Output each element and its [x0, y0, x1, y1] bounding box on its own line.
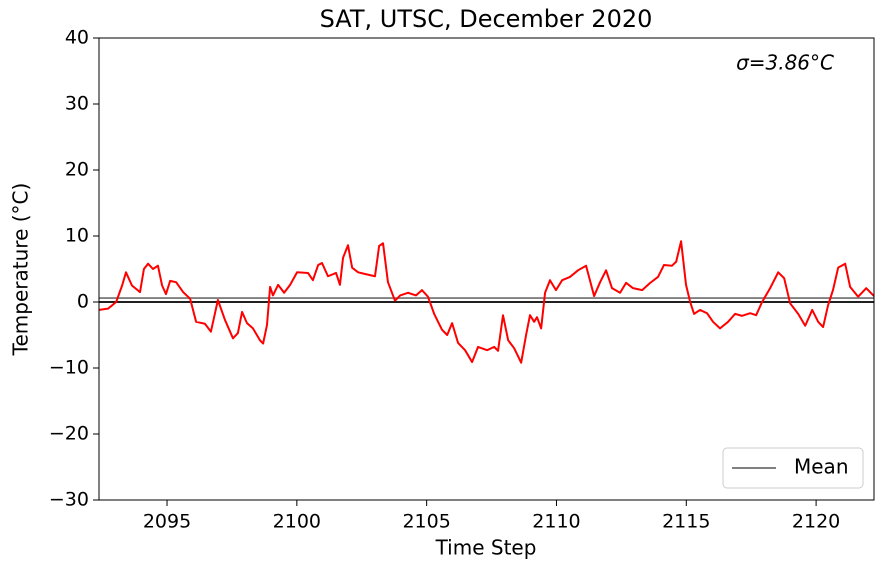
y-tick-label: 30	[65, 93, 89, 115]
legend-label: Mean	[794, 455, 849, 479]
x-tick-label: 2105	[402, 511, 450, 533]
y-tick-label: −30	[49, 489, 89, 511]
x-axis-label: Time Step	[435, 536, 537, 560]
y-tick-label: 0	[77, 291, 89, 313]
y-axis-label: Temperature (°C)	[9, 183, 33, 357]
plot-frame	[98, 37, 875, 501]
y-tick-label: −10	[49, 357, 89, 379]
x-tick-label: 2100	[273, 511, 321, 533]
x-tick-label: 2120	[792, 511, 840, 533]
annotation: σ=3.86°C	[736, 51, 834, 75]
legend-box	[722, 447, 864, 489]
y-tick-label: 20	[65, 159, 89, 181]
y-tick-label: −20	[49, 423, 89, 445]
series-line	[99, 240, 874, 364]
chart-title: SAT, UTSC, December 2020	[320, 5, 653, 33]
x-tick-label: 2110	[532, 511, 580, 533]
y-tick-label: 40	[65, 27, 89, 49]
x-tick-label: 2115	[662, 511, 710, 533]
x-tick-label: 2095	[143, 511, 191, 533]
y-tick-label: 10	[65, 225, 89, 247]
